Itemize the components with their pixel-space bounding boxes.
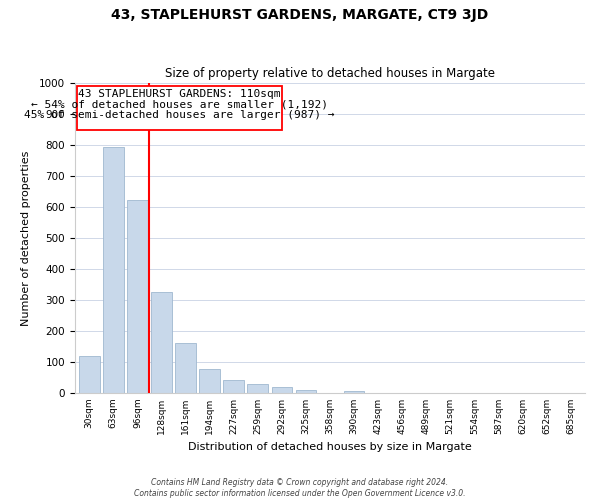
Text: 45% of semi-detached houses are larger (987) →: 45% of semi-detached houses are larger (… — [24, 110, 335, 120]
Bar — [223, 380, 244, 393]
Bar — [79, 356, 100, 393]
Text: 43 STAPLEHURST GARDENS: 110sqm: 43 STAPLEHURST GARDENS: 110sqm — [78, 90, 281, 100]
Bar — [151, 292, 172, 393]
FancyBboxPatch shape — [77, 86, 282, 130]
Text: 43, STAPLEHURST GARDENS, MARGATE, CT9 3JD: 43, STAPLEHURST GARDENS, MARGATE, CT9 3J… — [112, 8, 488, 22]
Bar — [127, 200, 148, 393]
Bar — [272, 388, 292, 393]
Text: ← 54% of detached houses are smaller (1,192): ← 54% of detached houses are smaller (1,… — [31, 100, 328, 110]
Bar — [247, 384, 268, 393]
Bar — [296, 390, 316, 393]
X-axis label: Distribution of detached houses by size in Margate: Distribution of detached houses by size … — [188, 442, 472, 452]
Y-axis label: Number of detached properties: Number of detached properties — [20, 150, 31, 326]
Text: Contains HM Land Registry data © Crown copyright and database right 2024.
Contai: Contains HM Land Registry data © Crown c… — [134, 478, 466, 498]
Bar — [103, 147, 124, 393]
Bar — [175, 343, 196, 393]
Bar — [344, 392, 364, 393]
Title: Size of property relative to detached houses in Margate: Size of property relative to detached ho… — [165, 66, 495, 80]
Bar — [199, 369, 220, 393]
